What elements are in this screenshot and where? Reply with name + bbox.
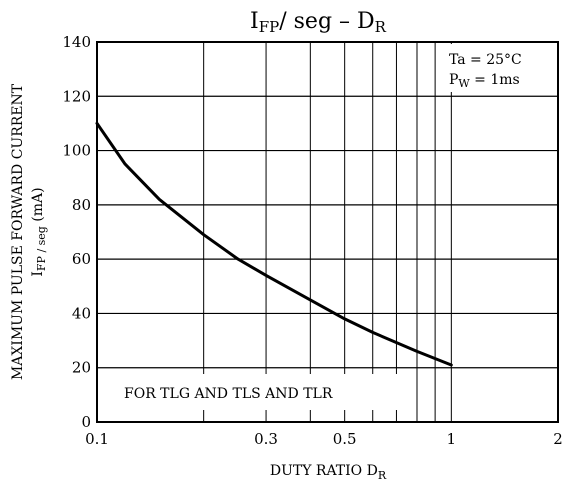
y-tick-label: 100: [62, 142, 91, 160]
y-tick-label: 0: [81, 413, 91, 431]
y-tick-label: 40: [72, 304, 91, 322]
y-tick-label: 80: [72, 196, 91, 214]
y-tick-label: 120: [62, 87, 91, 105]
condition-ta: Ta = 25°C: [449, 52, 522, 68]
x-tick-label: 0.3: [254, 430, 278, 448]
y-axis-label-line1: MAXIMUM PULSE FORWARD CURRENT: [10, 83, 26, 380]
conditions-box: [441, 44, 556, 92]
x-tick-label: 2: [553, 430, 563, 448]
x-tick-label: 0.5: [333, 430, 357, 448]
x-axis-label: DUTY RATIO DR: [270, 463, 387, 482]
y-axis-label-line2: IFP / seg (mA): [30, 187, 48, 276]
condition-pw: PW = 1ms: [449, 72, 520, 90]
grid-lines: [97, 42, 558, 422]
annotation-box: [112, 374, 408, 410]
plot-frame: [96, 41, 559, 423]
y-tick-label: 60: [72, 250, 91, 268]
y-tick-label: 20: [72, 359, 91, 377]
series-line: [95, 121, 453, 367]
y-tick-labels: 0 20 40 60 80 100 120 140: [62, 33, 91, 431]
x-tick-labels: 0.1 0.3 0.5 1 2: [85, 430, 563, 448]
annotation-text: FOR TLG AND TLS AND TLR: [124, 386, 333, 402]
curve-layer: [95, 121, 453, 367]
chart-title: IFP/ seg – DR: [250, 9, 387, 36]
y-tick-label: 140: [62, 33, 91, 51]
x-tick-label: 0.1: [85, 430, 109, 448]
x-tick-label: 1: [447, 430, 457, 448]
